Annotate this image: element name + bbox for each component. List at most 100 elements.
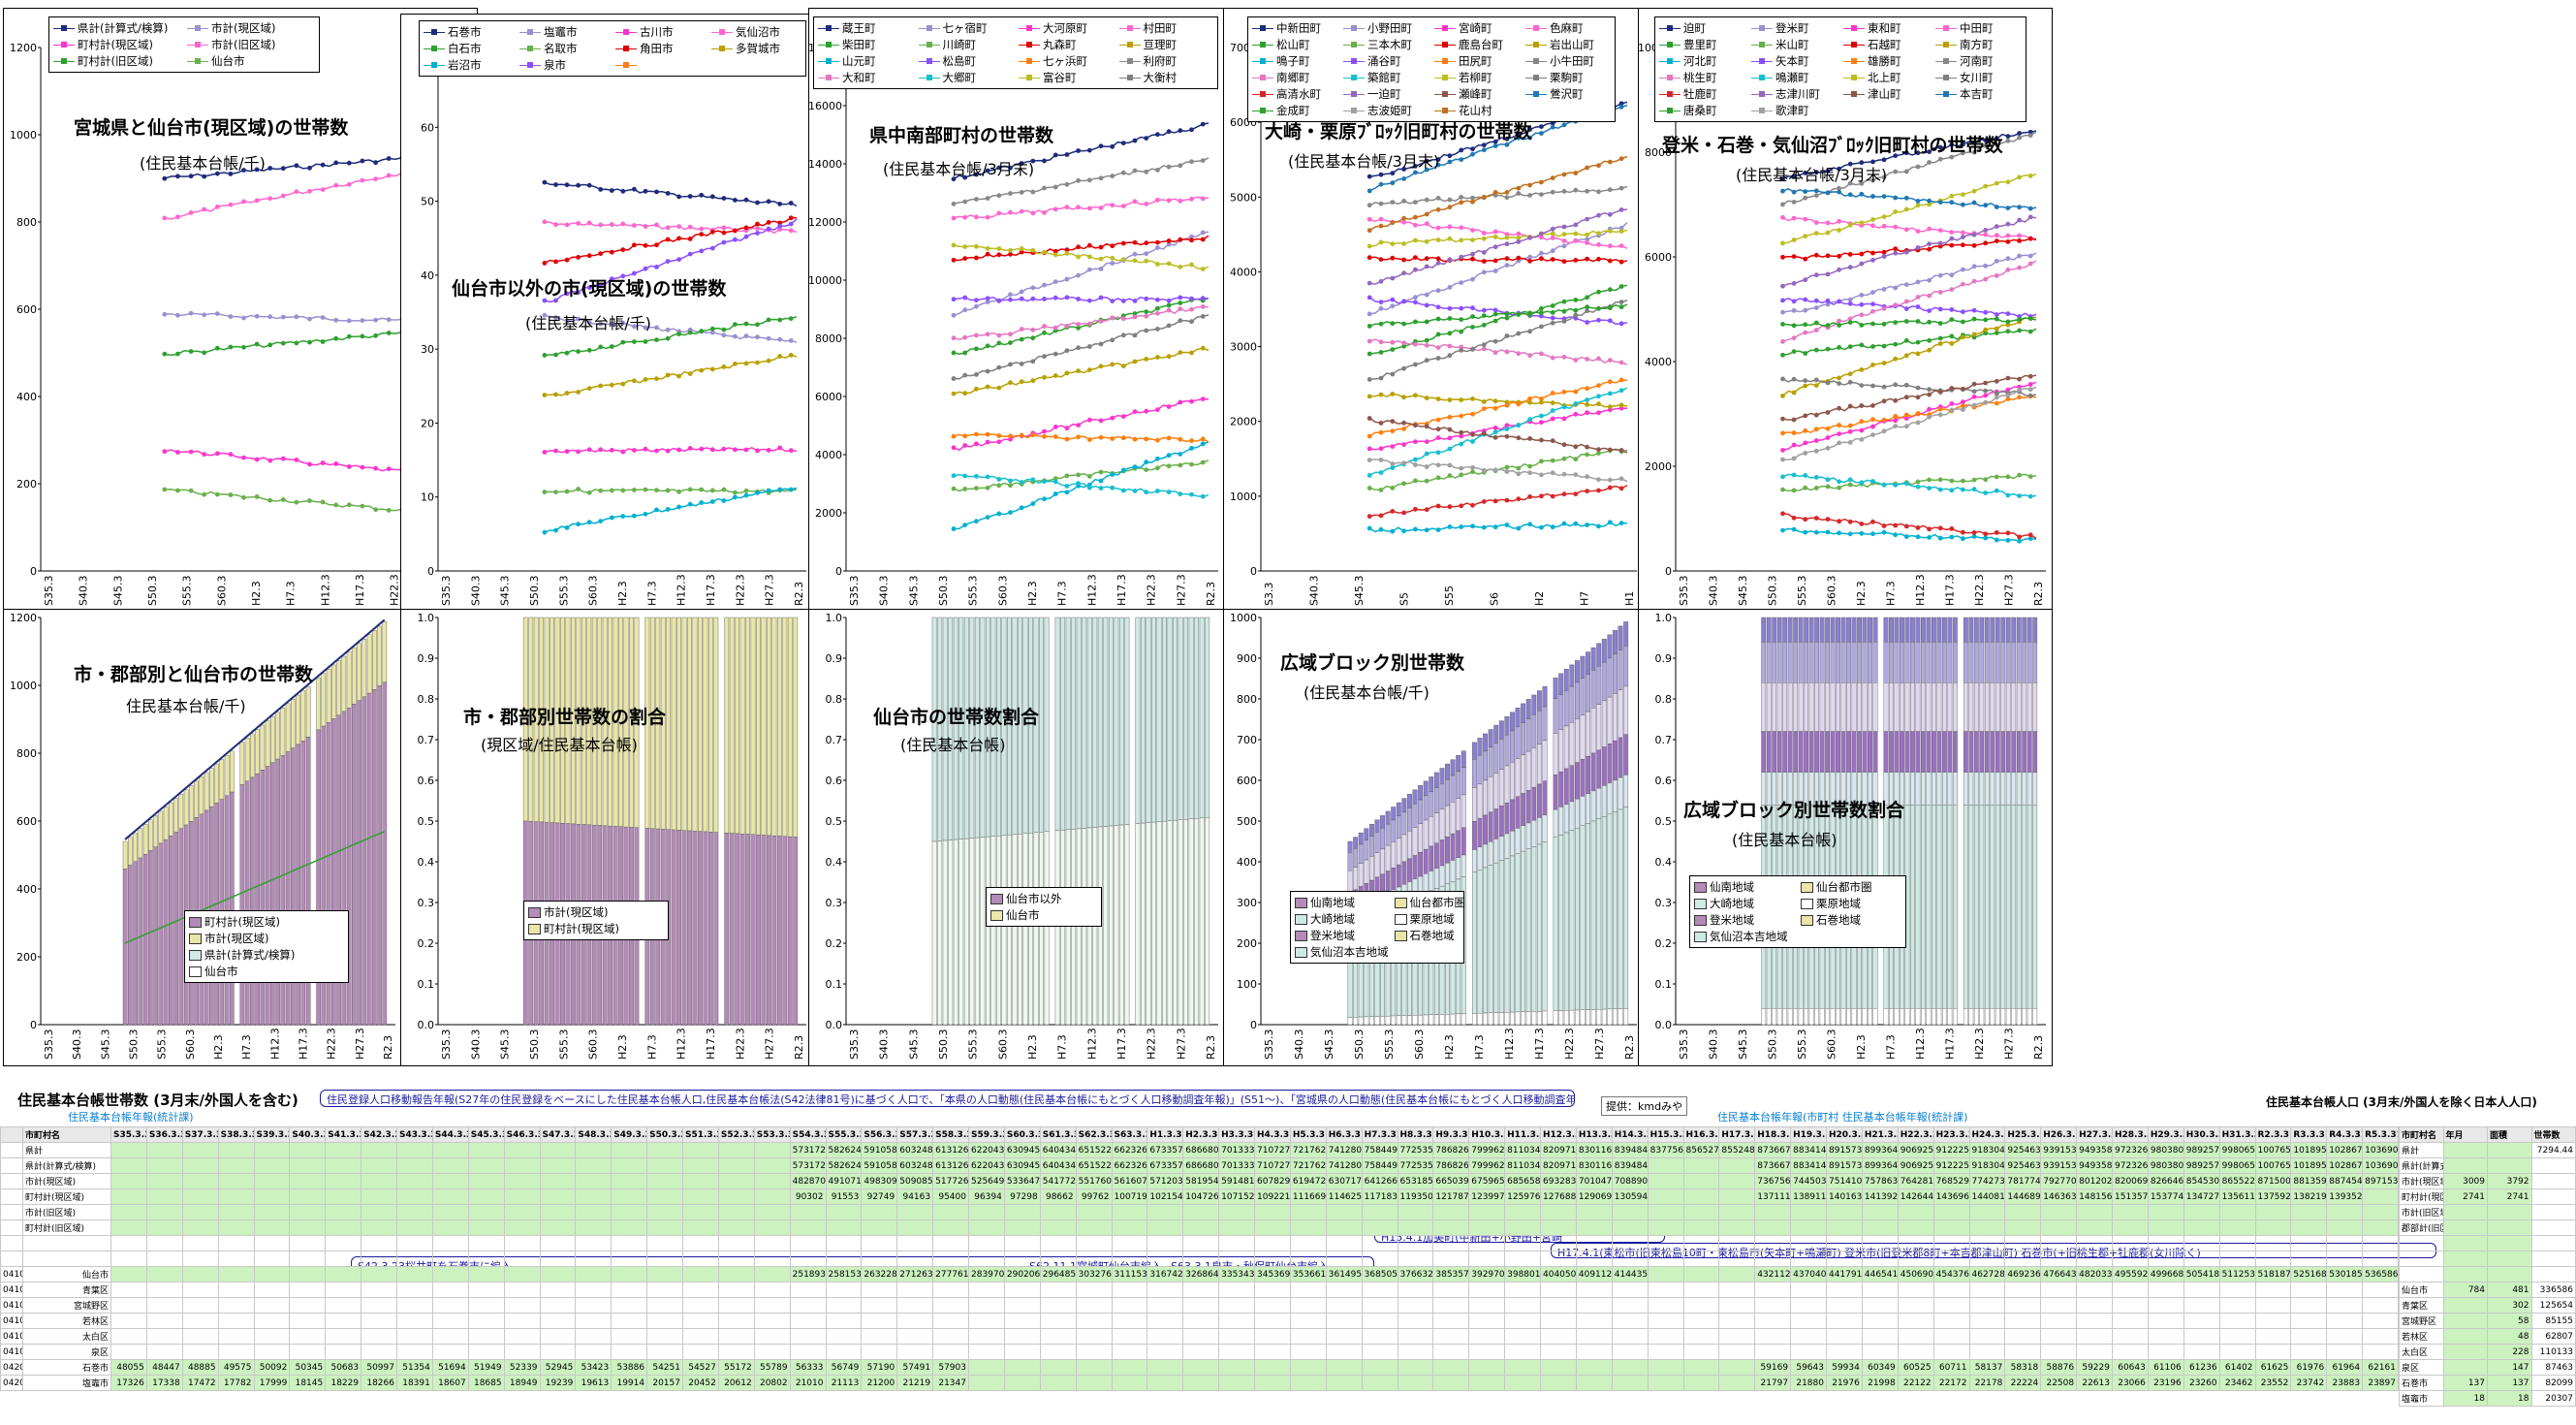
table-cell[interactable]: [1325, 1251, 1363, 1267]
table-cell[interactable]: [1826, 1251, 1863, 1267]
table-cell[interactable]: 873667: [1754, 1142, 1792, 1158]
table-cell[interactable]: 130594: [1611, 1188, 1649, 1205]
table-cell[interactable]: 138911: [1790, 1188, 1827, 1205]
table-cell[interactable]: [1968, 1282, 2006, 1298]
table-cell[interactable]: 21219: [896, 1375, 934, 1391]
table-cell[interactable]: [1968, 1251, 2006, 1267]
table-cell[interactable]: [1111, 1328, 1148, 1345]
table-cell[interactable]: [289, 1297, 327, 1314]
table-cell[interactable]: [1218, 1235, 1255, 1251]
table-cell[interactable]: [2218, 1204, 2256, 1220]
table-cell[interactable]: 県計: [22, 1142, 111, 1158]
table-cell[interactable]: [2183, 1219, 2220, 1236]
table-cell[interactable]: [2112, 1219, 2149, 1236]
table-cell[interactable]: [503, 1282, 541, 1298]
table-cell[interactable]: 786826: [1432, 1157, 1470, 1174]
table-cell[interactable]: [1468, 1297, 1506, 1314]
table-cell[interactable]: 495592: [2112, 1266, 2149, 1282]
table-cell[interactable]: [289, 1204, 327, 1220]
table-cell[interactable]: 258153: [825, 1266, 863, 1282]
table-cell[interactable]: [325, 1188, 362, 1205]
table-cell[interactable]: [896, 1313, 934, 1329]
table-cell[interactable]: [789, 1219, 827, 1236]
table-cell[interactable]: 918304: [1968, 1142, 2006, 1158]
table-cell[interactable]: [861, 1313, 898, 1329]
table-cell[interactable]: [145, 1173, 183, 1189]
table-cell[interactable]: [1575, 1344, 1613, 1360]
table-cell[interactable]: 58137: [1968, 1359, 2006, 1376]
table-cell[interactable]: 925463: [2004, 1157, 2042, 1174]
table-cell[interactable]: [1361, 1282, 1398, 1298]
table-cell[interactable]: [467, 1266, 505, 1282]
table-cell[interactable]: 50683: [325, 1359, 362, 1376]
table-cell[interactable]: [1575, 1251, 1613, 1267]
table-cell[interactable]: [2218, 1235, 2256, 1251]
table-cell[interactable]: 1028673: [2326, 1157, 2364, 1174]
table-cell[interactable]: [2004, 1235, 2042, 1251]
table-cell[interactable]: [2254, 1251, 2292, 1267]
table-cell[interactable]: [1790, 1282, 1827, 1298]
table-cell[interactable]: [1003, 1251, 1041, 1267]
table-cell[interactable]: 125976: [1504, 1188, 1541, 1205]
table-cell[interactable]: [217, 1266, 255, 1282]
table-cell[interactable]: [1254, 1328, 1291, 1345]
table-cell[interactable]: [503, 1266, 541, 1282]
table-cell[interactable]: [325, 1313, 362, 1329]
table-cell[interactable]: [1218, 1359, 1255, 1376]
table-cell[interactable]: H22.3.31: [1897, 1126, 1934, 1143]
table-cell[interactable]: 662326: [1111, 1142, 1148, 1158]
table-cell[interactable]: [2530, 1266, 2576, 1282]
table-cell[interactable]: [1861, 1344, 1899, 1360]
table-cell[interactable]: [717, 1328, 755, 1345]
table-cell[interactable]: 710727: [1254, 1157, 1291, 1174]
table-cell[interactable]: [361, 1219, 397, 1236]
table-cell[interactable]: [2218, 1282, 2256, 1298]
table-cell[interactable]: 18391: [396, 1375, 433, 1391]
table-cell[interactable]: [0, 1235, 23, 1251]
table-cell[interactable]: H12.3.31: [1540, 1126, 1577, 1143]
table-cell[interactable]: [968, 1297, 1005, 1314]
table-cell[interactable]: 91553: [825, 1188, 863, 1205]
table-cell[interactable]: [1682, 1297, 1720, 1314]
table-cell[interactable]: [2362, 1235, 2399, 1251]
table-cell[interactable]: 469236: [2004, 1266, 2042, 1282]
table-cell[interactable]: 泉区: [2399, 1359, 2444, 1376]
table-cell[interactable]: [145, 1157, 183, 1174]
table-cell[interactable]: [717, 1142, 755, 1158]
table-cell[interactable]: [2183, 1204, 2220, 1220]
table-cell[interactable]: 772535: [1397, 1142, 1434, 1158]
table-cell[interactable]: 685658: [1504, 1173, 1541, 1189]
table-cell[interactable]: [1039, 1375, 1077, 1391]
table-cell[interactable]: 450690: [1897, 1266, 1934, 1282]
table-cell[interactable]: [110, 1282, 147, 1298]
table-cell[interactable]: [503, 1173, 541, 1189]
table-cell[interactable]: [1790, 1297, 1827, 1314]
table-cell[interactable]: [968, 1251, 1005, 1267]
table-cell[interactable]: 441791: [1826, 1266, 1863, 1282]
table-cell[interactable]: [611, 1297, 648, 1314]
table-cell[interactable]: H16.3.31: [1682, 1126, 1720, 1143]
table-cell[interactable]: S56.3.31: [861, 1126, 898, 1143]
table-cell[interactable]: [2147, 1313, 2184, 1329]
table-cell[interactable]: 385357: [1432, 1266, 1470, 1282]
table-cell[interactable]: [1182, 1204, 1220, 1220]
table-cell[interactable]: H23.3.31: [1932, 1126, 1970, 1143]
table-cell[interactable]: [1968, 1344, 2006, 1360]
table-cell[interactable]: [611, 1313, 648, 1329]
table-cell[interactable]: [1754, 1251, 1792, 1267]
table-cell[interactable]: [2487, 1219, 2532, 1236]
table-cell[interactable]: [396, 1297, 433, 1314]
table-cell[interactable]: 708890: [1611, 1173, 1649, 1189]
table-cell[interactable]: [181, 1251, 219, 1267]
table-cell[interactable]: [1540, 1282, 1577, 1298]
table-cell[interactable]: [1647, 1282, 1684, 1298]
table-cell[interactable]: [467, 1282, 505, 1298]
table-cell[interactable]: [2040, 1328, 2078, 1345]
table-cell[interactable]: [2254, 1297, 2292, 1314]
table-cell[interactable]: 48: [2487, 1328, 2532, 1345]
table-cell[interactable]: [253, 1173, 291, 1189]
table-cell[interactable]: [1647, 1328, 1684, 1345]
table-cell[interactable]: [431, 1266, 469, 1282]
table-cell[interactable]: [1397, 1344, 1434, 1360]
table-cell[interactable]: [646, 1173, 683, 1189]
